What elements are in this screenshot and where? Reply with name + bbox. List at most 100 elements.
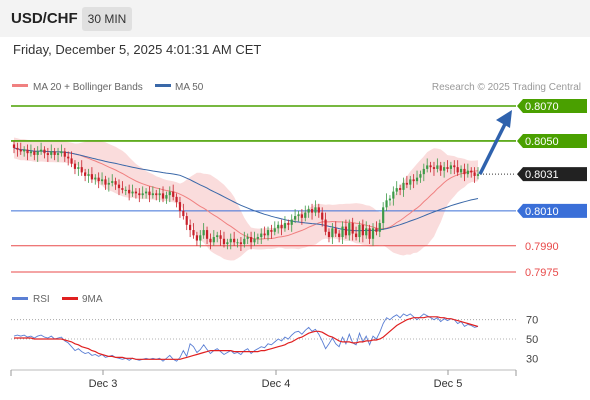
candle-body <box>26 149 29 154</box>
candle-body <box>73 163 77 169</box>
candle-body <box>202 230 205 236</box>
candle-body <box>172 191 175 197</box>
level-label-0.8050: 0.8050 <box>525 136 559 148</box>
candle-body <box>260 233 263 238</box>
rsi-panel: 70 50 30 <box>11 313 538 365</box>
legend-swatch-ma50 <box>155 84 171 87</box>
candle-body <box>212 237 215 243</box>
candle-body <box>422 168 425 175</box>
candle-body <box>388 198 392 201</box>
candle-body <box>321 212 324 220</box>
timeframe-button[interactable]: 30 MIN <box>82 7 132 31</box>
candle-body <box>67 156 70 159</box>
candle-body <box>341 226 344 238</box>
forecast-arrow-shaft <box>478 121 508 175</box>
candle-body <box>429 165 432 168</box>
candle-body <box>249 237 253 243</box>
candle-body <box>405 182 408 185</box>
candle-body <box>256 237 259 239</box>
candle-body <box>473 172 476 176</box>
candle-body <box>331 228 334 238</box>
legend-rsi-label: RSI <box>33 294 50 305</box>
candle-body <box>300 214 303 218</box>
candle-body <box>43 149 46 154</box>
candle-body <box>239 242 243 245</box>
candle-body <box>470 170 473 173</box>
candle-body <box>19 149 22 152</box>
candle-body <box>199 235 202 241</box>
candle-body <box>354 233 358 238</box>
candle-body <box>94 177 97 180</box>
candle-body <box>338 233 341 238</box>
legend-ma20-label: MA 20 + Bollinger Bands <box>33 82 143 93</box>
candle-body <box>23 149 26 152</box>
level-label-0.8070: 0.8070 <box>525 101 559 113</box>
candle-body <box>334 228 337 234</box>
candle-body <box>216 235 219 238</box>
legend-ma50-label: MA 50 <box>175 82 204 93</box>
candle-body <box>168 191 171 196</box>
candle-body <box>399 188 402 190</box>
candle-body <box>141 193 144 196</box>
candle-body <box>310 209 314 213</box>
legend-swatch-rsi-ma <box>62 297 78 300</box>
candle-body <box>144 191 148 194</box>
level-tag-0.8010 <box>517 203 587 218</box>
forecast-arrow-head <box>496 110 512 128</box>
ma20-line <box>13 147 479 240</box>
candle-body <box>419 174 422 178</box>
candle-body <box>327 231 331 238</box>
rsi-tick-30: 30 <box>526 353 538 365</box>
level-tag-0.8070 <box>517 99 587 113</box>
candle-body <box>273 228 276 232</box>
candle-body <box>104 179 107 185</box>
candle-body <box>36 151 39 155</box>
candle-body <box>209 238 212 243</box>
candle-body <box>77 167 80 169</box>
candle-body <box>121 188 124 190</box>
level-tag-0.8031 <box>517 167 587 182</box>
legend-rsi-ma-label: 9MA <box>82 294 103 305</box>
candle-body <box>290 219 293 225</box>
copyright: Research © 2025 Trading Central <box>432 82 581 93</box>
candle-body <box>131 191 134 194</box>
level-label-0.8031: 0.8031 <box>525 169 559 181</box>
candle-body <box>60 151 63 154</box>
level-label-0.7990: 0.7990 <box>525 241 559 253</box>
candle-body <box>222 238 226 245</box>
candle-body <box>280 224 283 229</box>
candle-body <box>161 193 165 199</box>
x-tick-label: Dec 5 <box>434 378 463 390</box>
candle-body <box>415 177 419 182</box>
candle-body <box>128 189 131 194</box>
rsi-line <box>13 313 479 362</box>
candle-body <box>314 207 317 213</box>
candle-body <box>219 235 222 239</box>
candle-body <box>155 193 158 196</box>
candle-body <box>107 182 110 185</box>
candle-body <box>287 223 290 225</box>
candle-body <box>97 177 100 182</box>
candle-body <box>449 165 453 169</box>
candle-body <box>134 191 138 194</box>
moving-averages <box>13 147 479 240</box>
level-labels: 0.8070 0.8050 0.8031 0.8010 0.7990 0.7975 <box>517 99 587 279</box>
candle-body <box>84 172 87 176</box>
candle-body <box>368 228 371 239</box>
level-tag-0.8050 <box>517 133 587 148</box>
candle-body <box>158 193 161 196</box>
candle-body <box>12 144 16 148</box>
candle-body <box>63 151 66 157</box>
candle-body <box>371 228 375 239</box>
candle-body <box>236 242 239 244</box>
forecast-arrow <box>478 110 512 175</box>
candle-body <box>46 153 49 155</box>
legend-swatch-ma20 <box>12 84 28 87</box>
candle-body <box>378 223 381 232</box>
candle-body <box>16 147 19 150</box>
candle-body <box>148 191 151 196</box>
candle-body <box>402 182 405 190</box>
level-label-0.7975: 0.7975 <box>525 267 559 279</box>
ma50-line <box>13 147 479 232</box>
